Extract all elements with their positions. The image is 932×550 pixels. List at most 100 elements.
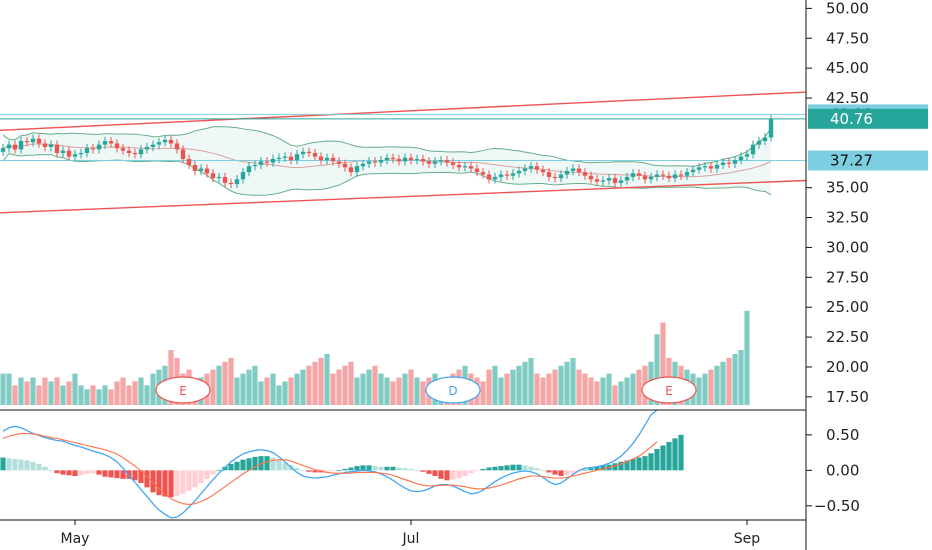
volume-bar [276,385,282,405]
candle [558,174,564,179]
candle [426,161,432,164]
volume-bar [102,385,108,405]
candle [516,170,522,174]
event-label: E [665,384,673,398]
candle [162,139,168,143]
candle [330,157,336,162]
oscillator-bar [522,465,528,471]
candle [246,166,252,173]
volume-bar [222,361,228,405]
oscillator-bar [582,469,588,471]
oscillator-bar [210,470,216,475]
oscillator-bar [180,470,186,494]
volume-bar [420,381,426,405]
oscillator-bar [474,470,480,472]
oscillator-bar [114,470,120,479]
candle [138,149,144,155]
volume-bar [324,353,330,405]
volume-bar [696,377,702,405]
oscillator-bar [444,470,450,481]
oscillator-bar [246,458,252,471]
price-tick-label: 27.50 [826,268,869,286]
oscillator-bar [270,457,276,471]
volume-bar [36,385,42,405]
volume-bar [48,381,54,405]
volume-bar [240,373,246,405]
oscillator-bar [90,470,96,474]
candle [306,151,312,154]
volume-bar [60,385,66,405]
volume-bar [510,369,516,405]
volume-bar [72,373,78,405]
candle [576,168,582,173]
candle [300,151,306,155]
candle [192,164,198,171]
event-marker: E [641,376,697,404]
oscillator-bar [528,466,534,471]
candle [624,176,630,181]
channel-lower-line [0,179,807,214]
channel-upper-line [0,91,807,131]
candle [228,182,234,185]
candle [102,141,108,145]
candle [462,166,468,168]
price-tick-label: 42.50 [826,89,869,107]
volume-bar [720,361,726,405]
price-tick-label: 47.50 [826,29,869,47]
oscillator-bar [624,460,630,471]
oscillator-bar [564,470,570,476]
oscillator-bar [24,460,30,471]
volume-bar [498,377,504,405]
time-axis[interactable]: May Jul Sep [61,520,761,547]
oscillator-bar [330,470,336,472]
oscillator-bar [132,470,138,481]
volume-bar [546,373,552,405]
oscillator-bar [510,464,516,471]
candle [222,176,228,183]
volume-bar [306,365,312,405]
volume-bar [84,389,90,405]
price-tag-label: 37.27 [830,152,873,170]
oscillator-bar [72,470,78,476]
candle [630,173,636,177]
volume-bar [138,377,144,405]
oscillator-bar [144,470,150,488]
volume-bar [90,385,96,405]
price-axis[interactable]: 50.00 47.50 45.00 42.50 35.00 32.50 30.00 27.50… [806,0,869,515]
candle [606,178,612,181]
candle [582,172,588,176]
candle [600,180,606,182]
candle [234,179,240,185]
price-tag-box [808,108,928,129]
oscillator-bar [672,438,678,471]
volume-bar [588,377,594,405]
volume-bar [402,373,408,405]
candle [0,148,6,152]
candle [336,161,342,164]
candle [618,180,624,183]
oscillator-bar [276,459,282,471]
candle [726,162,732,164]
oscillator-bar [96,470,102,475]
oscillator-bar [54,470,60,474]
candle [114,143,120,149]
candle [360,163,366,167]
oscillator-bar [294,468,300,471]
price-tick-label: 22.50 [826,328,869,346]
volume-bar [150,373,156,405]
candle [204,168,210,174]
oscillator-bar [156,470,162,496]
volume-bar [54,377,60,405]
oscillator-bar [36,463,42,471]
candle [96,144,102,150]
candle [744,154,750,157]
oscillator-bar [216,470,222,472]
candle [762,137,768,142]
candle [552,176,558,179]
price-tag: 37.27 [808,150,928,171]
price-tag-label: 40.76 [830,110,873,128]
candle [534,166,540,170]
